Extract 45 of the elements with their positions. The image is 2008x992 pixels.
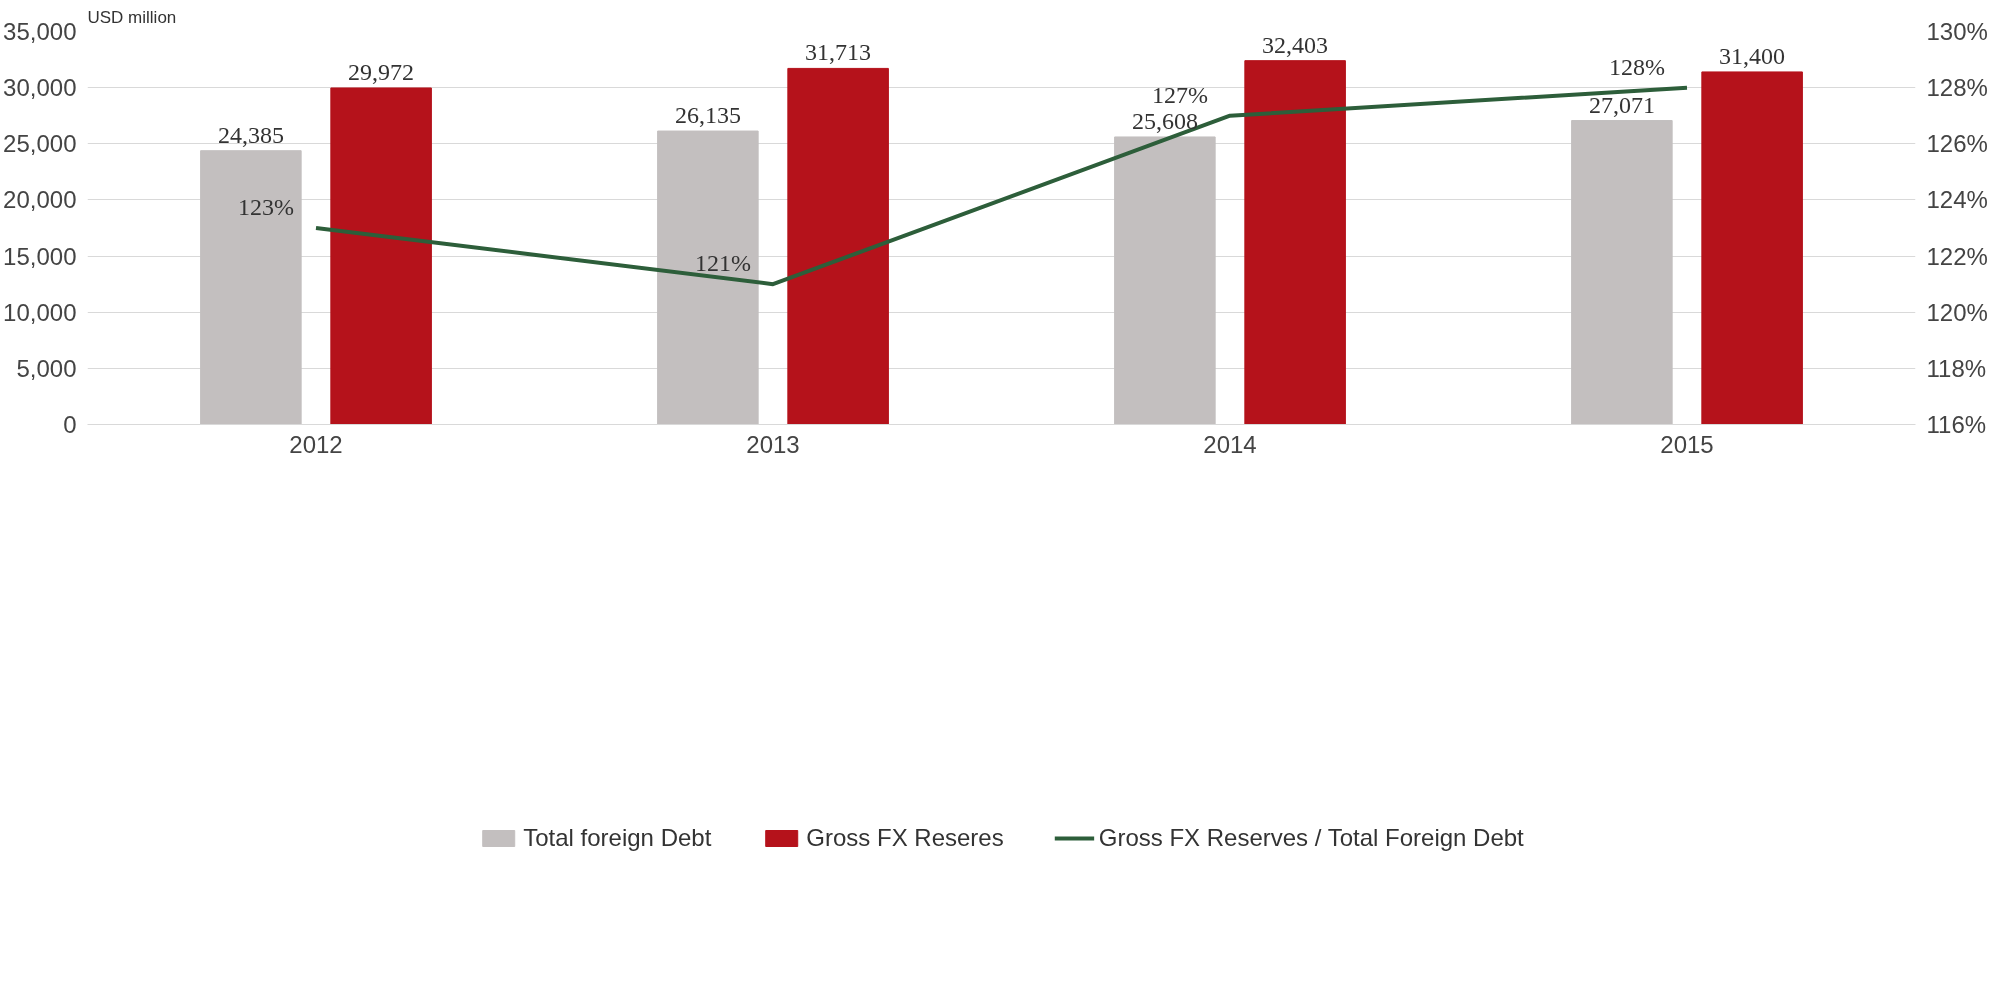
- line-series: [314, 85, 1689, 287]
- data-label: 26,135: [674, 102, 741, 129]
- bar: [1114, 136, 1216, 425]
- data-label: 128%: [1609, 53, 1666, 80]
- y2-tick-label: 124%: [1926, 186, 1988, 214]
- y-tick-label: 15,000: [3, 242, 77, 270]
- data-label: 31,713: [805, 39, 872, 66]
- bar: [200, 150, 302, 425]
- y-tick-label: 25,000: [3, 130, 77, 158]
- y-tick-label: 30,000: [3, 74, 77, 102]
- data-label: 25,608: [1131, 107, 1198, 134]
- y2-tick-label: 130%: [1926, 18, 1988, 45]
- y2-tick-label: 120%: [1926, 298, 1988, 326]
- legend-label: Total foreign Debt: [523, 824, 712, 852]
- y-tick-label: 35,000: [3, 18, 77, 45]
- data-label: 29,972: [348, 58, 415, 85]
- y2-tick-label: 128%: [1926, 74, 1988, 102]
- y2-tick-label: 116%: [1926, 411, 1987, 438]
- legend-label: Gross FX Reserves / Total Foreign Debt: [1098, 824, 1524, 852]
- data-label: 24,385: [217, 121, 284, 148]
- bar: [330, 87, 432, 425]
- y-axis-title: USD million: [87, 7, 177, 27]
- data-label: 127%: [1152, 81, 1209, 108]
- x-tick-label: 2014: [1203, 430, 1257, 458]
- y-tick-label: 10,000: [3, 298, 77, 326]
- data-label: 32,403: [1262, 31, 1329, 58]
- bar: [1571, 120, 1673, 425]
- x-tick-label: 2012: [289, 430, 343, 458]
- bar: [787, 67, 889, 425]
- x-tick-label: 2015: [1660, 430, 1714, 458]
- y-tick-label: 0: [63, 411, 77, 438]
- data-label: 123%: [238, 194, 295, 220]
- data-label: 121%: [695, 250, 752, 277]
- bar: [657, 130, 759, 425]
- data-label: 31,400: [1719, 42, 1786, 69]
- y-tick-label: 20,000: [3, 186, 77, 214]
- data-label: 27,071: [1588, 91, 1655, 118]
- x-tick-label: 2013: [746, 430, 800, 458]
- y2-tick-label: 122%: [1926, 242, 1988, 270]
- legend-label: Gross FX Reseres: [806, 824, 1004, 852]
- bar: [1701, 71, 1803, 425]
- y2-tick-label: 118%: [1926, 354, 1987, 382]
- bar: [1244, 60, 1346, 425]
- y2-tick-label: 126%: [1926, 130, 1988, 158]
- y-tick-label: 5,000: [16, 354, 77, 382]
